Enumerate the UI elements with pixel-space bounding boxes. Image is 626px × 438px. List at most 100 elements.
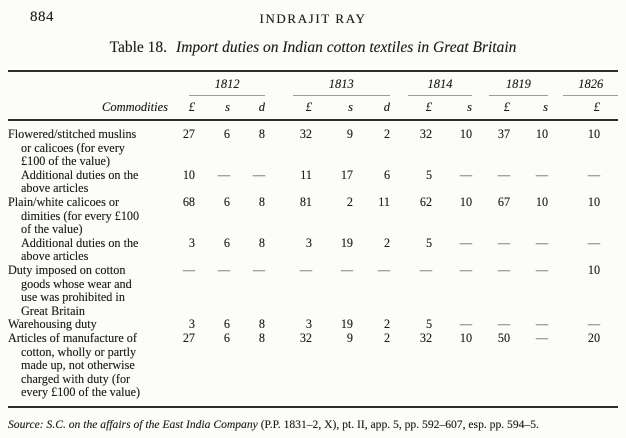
- empty-corner-cell: [8, 71, 168, 96]
- value-cell: 8: [258, 330, 266, 345]
- value-cell: 10: [459, 194, 473, 209]
- value-cell: —: [419, 262, 433, 277]
- value-cell: —: [459, 167, 473, 182]
- value-cell: 67: [497, 194, 511, 209]
- value-cell: 2: [346, 194, 354, 209]
- value-cell: —: [459, 262, 473, 277]
- value-cell: —: [252, 262, 266, 277]
- value-cell: 2: [383, 317, 391, 332]
- year-underline: [292, 95, 391, 96]
- year-underline: [189, 95, 266, 96]
- value-cell: —: [497, 262, 511, 277]
- value-cell: 3: [305, 235, 313, 250]
- value-cell: —: [217, 167, 230, 182]
- currency-header-d: d: [383, 100, 391, 114]
- year-header-1826: 1826: [548, 71, 619, 96]
- year-underline: [408, 95, 473, 96]
- commodities-header: Commodities: [102, 100, 168, 114]
- page-number: 884: [30, 9, 54, 25]
- source-note: Source: S.C. on the affairs of the East …: [8, 418, 618, 432]
- value-cell: 6: [223, 330, 230, 345]
- currency-header-pound: £: [503, 100, 511, 114]
- value-cell: 62: [419, 194, 433, 209]
- value-cell: 27: [182, 127, 195, 141]
- value-cell: 3: [188, 317, 195, 332]
- value-cell: 6: [223, 235, 230, 250]
- currency-header-s: s: [467, 100, 473, 114]
- value-cell: 10: [459, 330, 473, 345]
- value-cell: 27: [182, 330, 195, 345]
- value-cell: 9: [346, 330, 354, 345]
- value-cell: —: [535, 317, 549, 332]
- value-cell: 10: [587, 127, 601, 141]
- value-cell: —: [535, 167, 549, 182]
- value-cell: 10: [182, 167, 195, 182]
- value-cell: 19: [340, 317, 354, 332]
- value-cell: —: [535, 235, 549, 250]
- value-cell: 6: [223, 194, 230, 209]
- value-cell: —: [497, 235, 511, 250]
- year-header-row: 1812 1813 1814 1819 1826: [8, 71, 619, 96]
- value-cell: 2: [383, 235, 391, 250]
- source-citation-roman: (P.P. 1831–2, X), pt. II, app. 5, pp. 59…: [260, 417, 539, 431]
- value-cell: 17: [340, 167, 354, 182]
- year-label: 1819: [488, 78, 549, 96]
- value-cell: 8: [258, 317, 266, 332]
- value-cell: 11: [300, 167, 313, 182]
- value-cell: 6: [383, 167, 391, 182]
- running-title: INDRAJIT RAY: [259, 11, 367, 26]
- value-cell: 5: [425, 317, 433, 332]
- currency-header-s: s: [348, 100, 354, 114]
- table-row: Articles of manufacture of cotton, wholl…: [8, 330, 618, 407]
- value-cell: 10: [535, 194, 549, 209]
- value-cell: 37: [497, 127, 511, 141]
- value-cell: 20: [587, 330, 601, 345]
- value-cell: 9: [346, 127, 354, 141]
- table-number: Table 18.: [109, 39, 168, 56]
- value-cell: —: [252, 167, 266, 182]
- commodity-cell: Additional duties on the above articles: [21, 235, 139, 264]
- year-label: 1826: [563, 78, 619, 96]
- table-row: Warehousing duty 3 6 8 3 19 2 5 — — — —: [8, 318, 618, 332]
- value-cell: 6: [223, 127, 230, 141]
- value-cell: 32: [299, 127, 313, 141]
- source-citation-italic: Source: S.C. on the affairs of the East …: [8, 417, 258, 431]
- value-cell: 5: [425, 167, 433, 182]
- value-cell: —: [587, 317, 601, 332]
- value-cell: 11: [378, 194, 391, 209]
- table-row: Additional duties on the above articles 3…: [8, 235, 618, 264]
- value-cell: —: [217, 262, 230, 277]
- value-cell: —: [459, 235, 473, 250]
- table-row: Plain/white calicoes or dimities (for ev…: [8, 194, 618, 237]
- value-cell: —: [182, 262, 195, 277]
- value-cell: 32: [419, 330, 433, 345]
- value-cell: 3: [305, 317, 313, 332]
- year-label: 1813: [292, 78, 391, 96]
- value-cell: 3: [188, 235, 195, 250]
- year-label: 1814: [408, 78, 473, 96]
- value-cell: 8: [258, 127, 266, 141]
- value-cell: —: [587, 167, 601, 182]
- table-title: Table 18. Import duties on Indian cotton …: [0, 39, 626, 57]
- value-cell: 10: [587, 194, 601, 209]
- year-header-1819: 1819: [472, 71, 549, 96]
- duties-table: 1812 1813 1814 1819 1826 Commodities £ s d £ s d £…: [8, 70, 619, 408]
- year-underline: [488, 95, 549, 96]
- commodity-cell: Plain/white calicoes or dimities (for ev…: [8, 194, 140, 237]
- value-cell: 19: [340, 235, 354, 250]
- commodity-cell: Articles of manufacture of cotton, wholl…: [8, 330, 141, 400]
- year-label: 1812: [189, 78, 266, 96]
- year-header-1812: 1812: [168, 71, 266, 96]
- value-cell: 2: [383, 127, 391, 141]
- currency-header-d: d: [258, 100, 266, 114]
- value-cell: 50: [497, 330, 511, 345]
- value-cell: —: [535, 262, 549, 277]
- value-cell: —: [459, 317, 473, 332]
- currency-header-pound: £: [188, 100, 195, 114]
- commodity-cell: Duty imposed on cotton goods whose wear …: [8, 262, 132, 318]
- table-caption: Import duties on Indian cotton textiles …: [176, 39, 517, 56]
- currency-header-s: s: [225, 100, 230, 114]
- value-cell: 68: [182, 194, 195, 209]
- year-header-1814: 1814: [390, 71, 473, 96]
